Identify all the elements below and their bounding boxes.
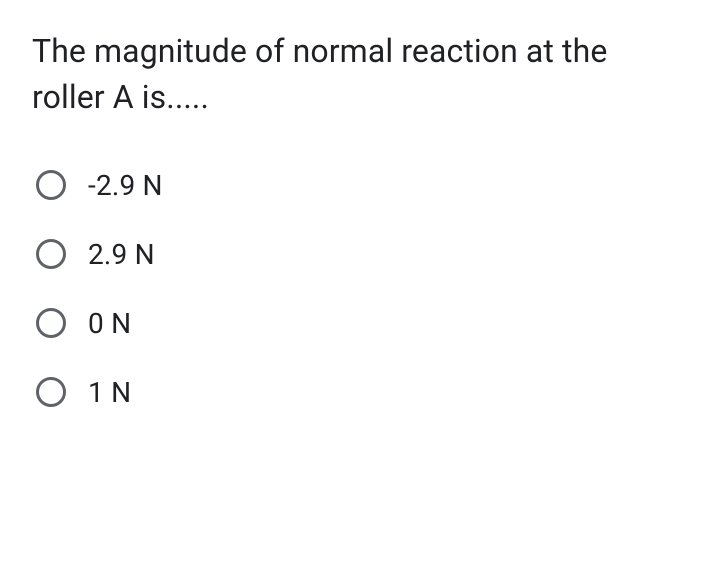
option-label: 0 N [88, 307, 131, 340]
radio-icon [36, 308, 66, 338]
radio-icon [36, 170, 66, 200]
options-group: -2.9 N 2.9 N 0 N 1 N [32, 169, 687, 409]
option-0[interactable]: -2.9 N [36, 169, 687, 202]
option-label: 2.9 N [88, 238, 155, 271]
radio-icon [36, 377, 66, 407]
option-1[interactable]: 2.9 N [36, 238, 687, 271]
option-2[interactable]: 0 N [36, 307, 687, 340]
option-label: -2.9 N [88, 169, 163, 202]
option-label: 1 N [88, 376, 131, 409]
radio-icon [36, 239, 66, 269]
question-text: The magnitude of normal reaction at the … [32, 28, 687, 121]
option-3[interactable]: 1 N [36, 376, 687, 409]
